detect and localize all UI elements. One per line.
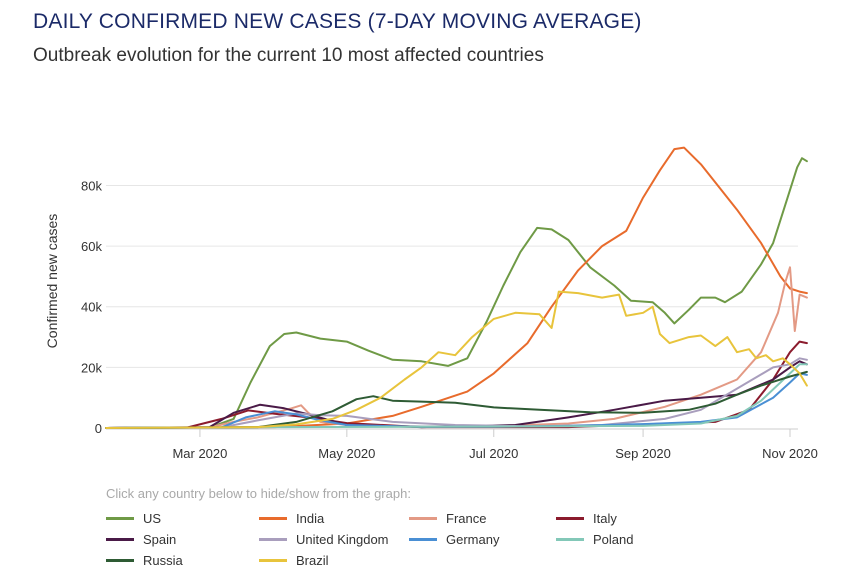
legend-swatch — [106, 558, 134, 562]
y-tick-label: 40k — [81, 300, 102, 315]
legend-swatch — [259, 516, 287, 520]
legend-label: Spain — [143, 531, 177, 547]
legend-label: US — [143, 510, 162, 526]
legend-hint: Click any country below to hide/show fro… — [106, 486, 411, 501]
y-axis: 0 20k 40k 60k 80k — [81, 178, 102, 436]
legend-label: Italy — [593, 510, 617, 526]
grid-lines — [106, 184, 798, 368]
series-line-spain — [105, 360, 808, 429]
legend-label: Brazil — [296, 552, 329, 568]
legend-label: United Kingdom — [296, 531, 389, 547]
x-axis: Mar 2020 May 2020 Jul 2020 Sep 2020 Nov 2020 — [106, 428, 818, 461]
legend-swatch — [556, 516, 584, 520]
legend-swatch — [556, 537, 584, 541]
page-title: DAILY CONFIRMED NEW CASES (7-DAY MOVING … — [33, 10, 642, 33]
x-tick-label: May 2020 — [318, 446, 375, 461]
series-line-brazil — [105, 290, 808, 429]
legend-label: Poland — [593, 531, 634, 547]
legend-swatch — [409, 516, 437, 520]
x-tick-label: Jul 2020 — [469, 446, 518, 461]
y-axis-label: Confirmed new cases — [44, 214, 60, 349]
series-line-germany — [105, 372, 808, 429]
legend-item-united-kingdom[interactable]: United Kingdom — [259, 529, 389, 549]
x-tick-label: Nov 2020 — [762, 446, 818, 461]
line-chart: 0 20k 40k 60k 80k Mar 2020 May 2020 Jul 2020 Se… — [44, 146, 818, 461]
legend-item-us[interactable]: US — [106, 508, 161, 528]
series-line-us — [105, 157, 808, 429]
series-line-india — [105, 146, 808, 429]
y-tick-label: 20k — [81, 360, 102, 375]
legend-swatch — [259, 537, 287, 541]
legend-label: Germany — [446, 531, 500, 547]
legend-swatch — [106, 537, 134, 541]
legend-item-poland[interactable]: Poland — [556, 529, 633, 549]
series-line-poland — [105, 363, 808, 429]
series-line-russia — [105, 370, 808, 429]
y-tick-label: 80k — [81, 178, 102, 193]
legend-item-france[interactable]: France — [409, 508, 486, 528]
legend-item-germany[interactable]: Germany — [409, 529, 499, 549]
legend-item-brazil[interactable]: Brazil — [259, 550, 329, 570]
legend-swatch — [106, 516, 134, 520]
legend-swatch — [409, 537, 437, 541]
x-tick-label: Mar 2020 — [172, 446, 227, 461]
page-subtitle: Outbreak evolution for the current 10 mo… — [33, 45, 544, 66]
series-lines — [105, 146, 808, 429]
legend-swatch — [259, 558, 287, 562]
x-tick-label: Sep 2020 — [615, 446, 671, 461]
legend-item-italy[interactable]: Italy — [556, 508, 617, 528]
y-tick-label: 0 — [95, 421, 102, 436]
legend-item-india[interactable]: India — [259, 508, 324, 528]
series-line-united-kingdom — [105, 357, 808, 429]
legend-label: India — [296, 510, 325, 526]
legend-item-spain[interactable]: Spain — [106, 529, 176, 549]
legend-label: France — [446, 510, 487, 526]
y-tick-label: 60k — [81, 239, 102, 254]
legend-item-russia[interactable]: Russia — [106, 550, 183, 570]
legend-label: Russia — [143, 552, 183, 568]
